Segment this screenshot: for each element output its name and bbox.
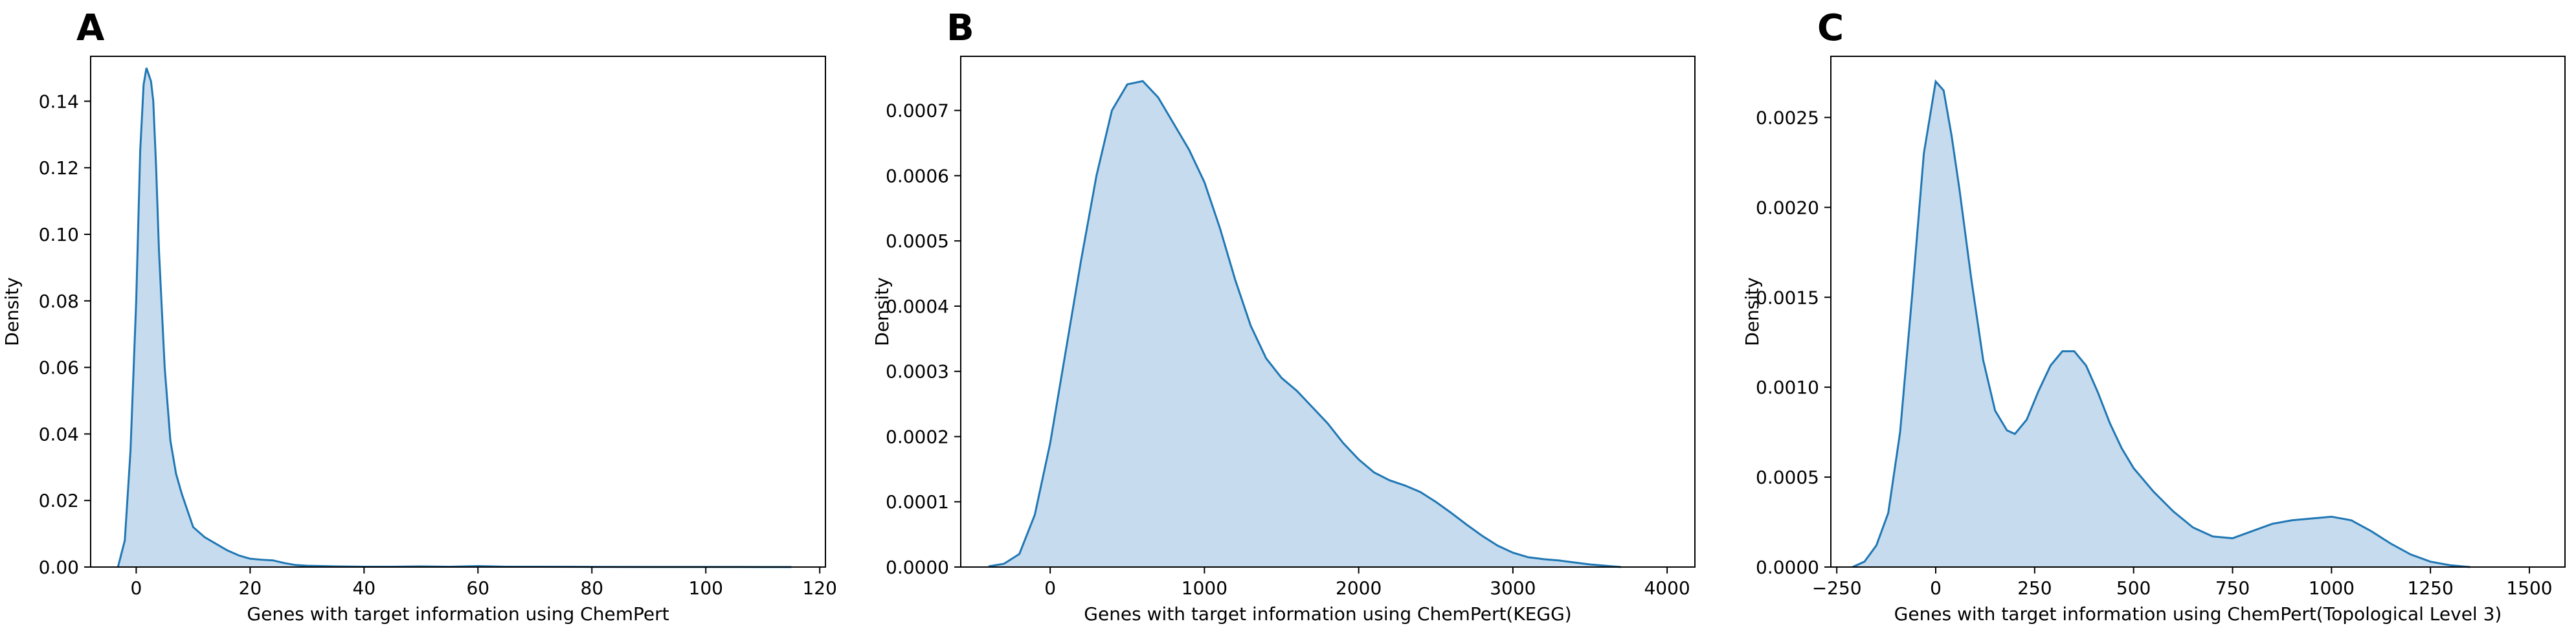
y-tick-label-c: 0.0000 [1756,557,1819,578]
x-tick-label-b: 0 [1044,577,1056,599]
x-tick-label-b: 1000 [1182,577,1227,599]
panel-label-c: C [1817,7,1844,49]
density-fill-a [118,67,792,568]
x-tick-label-a: 120 [802,577,836,599]
y-tick-label-b: 0.0005 [886,230,949,252]
x-tick-label-c: 250 [2017,577,2052,599]
x-axis-label-a: Genes with target information using Chem… [247,603,669,625]
panel-label-b: B [946,7,974,49]
y-tick-label-a: 0.02 [39,490,79,511]
panel-b: B 0.00000.00010.00020.00030.00040.00050.… [871,7,1696,625]
y-axis-label-a: Density [1,277,23,346]
x-tick-label-a: 0 [130,577,142,599]
plot-frame-c [1830,56,2566,568]
x-tick-label-c: −250 [1812,577,1862,599]
x-tick-label-c: 1500 [2506,577,2552,599]
density-line-b [988,80,1621,568]
y-ticks-b: 0.0000 0.0001 0.0002 0.0003 0.0004 0.0005 0.00… [886,100,961,578]
y-tick-label-a: 0.04 [39,423,79,445]
x-tick-label-c: 750 [2215,577,2250,599]
plot-frame-a [90,56,826,568]
x-tick-label-a: 20 [239,577,262,599]
panel-a: A 0.00 0.02 0.04 0.06 0.08 0.10 0.12 0.14 0 20 40… [1,7,837,625]
y-tick-label-b: 0.0003 [886,361,949,383]
x-tick-label-c: 0 [1930,577,1942,599]
y-axis-label-b: Density [871,277,893,346]
density-fill-b [988,81,1621,568]
density-fill-c [1852,81,2470,567]
y-tick-label-c: 0.0025 [1756,107,1819,128]
y-tick-label-a: 0.00 [39,557,79,578]
x-tick-label-b: 3000 [1490,577,1536,599]
y-tick-label-c: 0.0010 [1756,377,1819,398]
y-tick-label-b: 0.0006 [886,165,949,186]
x-tick-label-c: 1250 [2408,577,2454,599]
x-tick-label-a: 80 [580,577,603,599]
x-axis-label-b: Genes with target information using Chem… [1084,603,1571,625]
plot-frame-b [960,56,1696,568]
density-line-c [1852,79,2470,568]
y-ticks-c: 0.0000 0.0005 0.0010 0.0015 0.0020 0.0025 [1756,107,1831,578]
y-tick-label-c: 0.0015 [1756,287,1819,308]
x-axis-label-c: Genes with target information using Chem… [1894,603,2502,625]
density-line-a [117,67,792,568]
y-tick-label-b: 0.0001 [886,491,949,513]
y-tick-label-b: 0.0002 [886,426,949,447]
panel-c: C 0.0000 0.0005 0.0010 0.0015 0.0020 0.0025 −… [1742,7,2566,625]
x-tick-label-b: 2000 [1336,577,1382,599]
x-tick-label-c: 500 [2116,577,2151,599]
x-tick-label-a: 40 [353,577,376,599]
x-tick-label-b: 4000 [1644,577,1690,599]
x-ticks-c: −250 0 250 500 750 1000 1250 1500 [1812,567,2553,599]
x-ticks-b: 0 1000 2000 3000 4000 [1044,567,1690,599]
y-tick-label-a: 0.06 [39,357,79,379]
y-tick-label-c: 0.0020 [1756,197,1819,218]
y-tick-label-b: 0.0000 [886,557,949,578]
y-tick-label-c: 0.0005 [1756,467,1819,488]
y-axis-label-c: Density [1742,277,1763,346]
y-tick-label-b: 0.0007 [886,100,949,122]
y-tick-label-a: 0.12 [39,157,79,179]
y-tick-label-a: 0.14 [39,91,79,112]
y-tick-label-a: 0.08 [39,291,79,312]
x-tick-label-a: 100 [689,577,723,599]
y-tick-label-b: 0.0004 [886,296,949,317]
x-tick-label-a: 60 [466,577,489,599]
y-ticks-a: 0.00 0.02 0.04 0.06 0.08 0.10 0.12 0.14 [39,91,91,578]
x-tick-label-c: 1000 [2309,577,2355,599]
x-ticks-a: 0 20 40 60 80 100 120 [130,567,837,599]
panel-label-a: A [76,7,105,49]
y-tick-label-a: 0.10 [39,224,79,245]
